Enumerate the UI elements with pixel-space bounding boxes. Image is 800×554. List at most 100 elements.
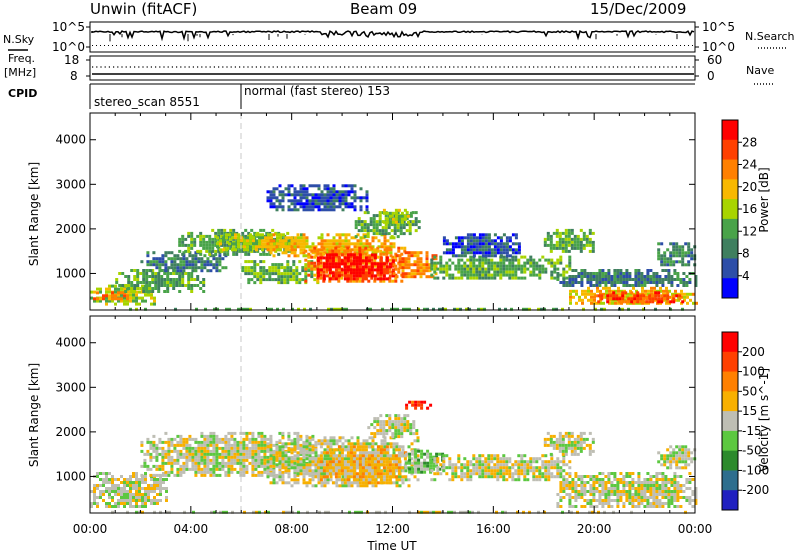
heatmap-cell-0-1870: [287, 184, 291, 188]
heatmap-cell-1-1376: [392, 448, 396, 452]
heatmap-cell-0-2245: [532, 267, 536, 271]
heatmap-cell-1-889: [266, 460, 270, 464]
heatmap-cell-0-393: [179, 257, 183, 261]
heatmap-cell-0-852: [262, 260, 266, 264]
heatmap-cell-0-2630: [619, 275, 623, 278]
heatmap-cell-0-2190: [505, 258, 509, 262]
heatmap-cell-0-1654: [419, 266, 423, 270]
heatmap-cell-0-717: [237, 233, 240, 237]
heatmap-cell-0-2163: [493, 261, 497, 265]
heatmap-cell-0-2378: [481, 254, 485, 258]
heatmap-cell-0-1620: [404, 275, 408, 279]
heatmap-cell-0-1818: [394, 211, 398, 215]
heatmap-cell-1-695: [257, 446, 261, 450]
heatmap-cell-1-65: [537, 510, 540, 514]
search-label: N.Search: [745, 30, 795, 43]
heatmap-cell-0-1888: [293, 205, 297, 209]
heatmap-cell-0-2297: [568, 267, 572, 271]
heatmap-cell-0-2042: [430, 258, 434, 262]
heatmap-cell-1-1377: [392, 451, 396, 455]
heatmap-cell-1-532: [215, 452, 219, 456]
heatmap-cell-0-529: [214, 240, 218, 244]
heatmap-cell-0-2942: [642, 297, 646, 301]
heatmap-cell-0-2975: [681, 300, 685, 304]
heatmap-cell-1-519: [212, 455, 216, 459]
heatmap-cell-0-1660: [422, 269, 426, 273]
heatmap-cell-1-688: [254, 464, 258, 468]
heatmap-cell-0-2100: [466, 264, 470, 268]
heatmap-cell-1-28: [306, 510, 309, 514]
heatmap-cell-0-1994: [338, 199, 342, 203]
heatmap-cell-0-2478: [561, 237, 565, 241]
heatmap-cell-0-2078: [451, 276, 455, 280]
heatmap-cell-1-299: [149, 446, 153, 450]
heatmap-cell-0-1460: [328, 262, 332, 266]
heatmap-cell-1-533: [215, 455, 219, 459]
heatmap-cell-0-1097: [353, 245, 357, 249]
heatmap-cell-0-884: [280, 266, 284, 270]
heatmap-cell-0-2491: [567, 228, 571, 232]
heatmap-cell-1-32: [348, 510, 351, 514]
heatmap-cell-1-945: [284, 466, 288, 470]
heatmap-cell-1-715: [260, 470, 264, 474]
heatmap-cell-0-387: [173, 269, 177, 273]
heatmap-cell-0-1447: [322, 265, 326, 269]
heatmap-cell-1-527: [215, 437, 219, 441]
heatmap-cell-1-1443: [413, 475, 417, 479]
heatmap-cell-1-703: [257, 473, 261, 477]
heatmap-cell-0-1579: [382, 262, 386, 266]
heatmap-cell-1-1309: [374, 451, 378, 455]
heatmap-cell-0-1350: [370, 246, 374, 250]
heatmap-cell-1-63: [522, 510, 525, 514]
heatmap-cell-0-184: [111, 291, 114, 295]
heatmap-cell-0-2210: [514, 255, 518, 259]
heatmap-cell-0-491: [193, 237, 197, 241]
heatmap-cell-0-914: [295, 266, 299, 270]
heatmap-cell-0-3007: [672, 263, 676, 267]
heatmap-cell-0-1828: [400, 220, 404, 224]
heatmap-cell-0-2471: [558, 231, 562, 235]
heatmap-cell-0-622: [253, 231, 257, 235]
colorbar-swatch: [722, 258, 738, 279]
heatmap-cell-1-1581: [361, 463, 365, 467]
heatmap-cell-1-1528: [346, 454, 350, 458]
heatmap-cell-0-2335: [463, 254, 467, 258]
heatmap-cell-0-1687: [357, 217, 361, 221]
heatmap-cell-0-2516: [579, 240, 583, 244]
heatmap-cell-0-339: [202, 278, 206, 281]
heatmap-cell-0-1532: [358, 265, 362, 269]
heatmap-cell-1-123: [108, 502, 111, 505]
heatmap-cell-0-540: [217, 249, 221, 253]
heatmap-cell-0-3002: [672, 245, 676, 249]
heatmap-cell-1-105: [102, 490, 105, 493]
heatmap-cell-1-312: [152, 473, 156, 477]
heatmap-cell-1-1076: [320, 481, 324, 485]
heatmap-cell-0-2563: [577, 275, 581, 278]
heatmap-cell-1-149: [120, 475, 123, 478]
heatmap-cell-1-1150: [338, 448, 342, 452]
heatmap-cell-0-1517: [352, 271, 356, 275]
heatmap-cell-0-2328: [460, 248, 464, 252]
search-count-dot: [172, 45, 173, 46]
heatmap-cell-0-2165: [493, 267, 497, 271]
heatmap-cell-1-86: [93, 499, 96, 502]
heatmap-cell-0-1829: [403, 208, 407, 212]
heatmap-cell-0-1197: [319, 252, 323, 256]
heatmap-cell-0-1869: [284, 193, 288, 197]
heatmap-cell-0-2557: [571, 284, 575, 287]
heatmap-cell-0-457: [215, 269, 219, 273]
search-count-dot: [628, 45, 629, 46]
heatmap-cell-0-2673: [646, 275, 650, 278]
heatmap-cell-0-1322: [358, 279, 362, 283]
heatmap-cell-1-452: [197, 452, 201, 456]
heatmap-cell-0-417: [191, 263, 195, 267]
heatmap-cell-1-1094: [326, 442, 330, 446]
heatmap-cell-0-1129: [368, 248, 372, 252]
heatmap-cell-1-1557: [355, 457, 359, 461]
heatmap-cell-0-292: [169, 272, 173, 275]
heatmap-cell-1-591: [230, 455, 234, 459]
heatmap-cell-1-484: [203, 470, 207, 474]
heatmap-cell-0-3030: [687, 242, 691, 246]
heatmap-cell-1-635: [242, 449, 246, 453]
heatmap-cell-0-2108: [469, 264, 473, 268]
